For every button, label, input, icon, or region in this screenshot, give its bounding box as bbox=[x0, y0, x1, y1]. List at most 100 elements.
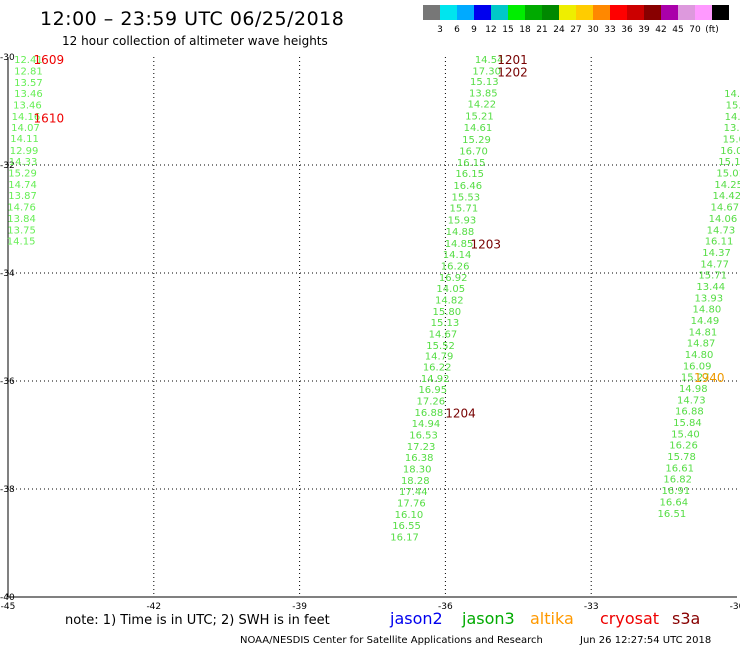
color-swatch bbox=[440, 5, 457, 20]
color-swatch bbox=[491, 5, 508, 20]
wave-height-value: 16.92 bbox=[439, 273, 468, 284]
wave-height-value: 17.44 bbox=[399, 487, 428, 498]
latitude-tick-label: -34 bbox=[0, 269, 15, 279]
page-title: 12:00 – 23:59 UTC 06/25/2018 bbox=[40, 8, 345, 30]
color-scale-label: 42 bbox=[655, 25, 667, 35]
color-swatch bbox=[542, 5, 559, 20]
color-scale-label: (ft) bbox=[705, 25, 719, 35]
wave-height-map: -45 -42 -39 -36 -33 -30 -30 -32 -34 -36 -38 -40 12.4… bbox=[0, 53, 740, 610]
wave-height-value: 14.88 bbox=[446, 227, 475, 238]
latitude-tick-label: -32 bbox=[0, 161, 15, 171]
wave-height-value: 14.94 bbox=[412, 419, 441, 430]
satellite-jason2: jason2 bbox=[390, 609, 443, 628]
wave-height-value: 14.33 bbox=[9, 157, 38, 168]
wave-height-value: 16.26 bbox=[441, 261, 470, 272]
wave-height-value: 15.52 bbox=[426, 341, 455, 352]
wave-height-value: 14.25 bbox=[714, 180, 740, 191]
color-swatch bbox=[559, 5, 576, 20]
wave-height-value: 16.11 bbox=[705, 237, 734, 248]
satellite-cryosat: cryosat bbox=[600, 609, 660, 628]
latitude-tick-label: -36 bbox=[0, 377, 15, 387]
wave-height-value: 16.88 bbox=[675, 407, 704, 418]
wave-height-value: 14.06 bbox=[709, 214, 738, 225]
wave-height-value: 16.17 bbox=[390, 533, 419, 544]
wave-height-value: 14.73 bbox=[677, 395, 706, 406]
wave-height-value: 14.14 bbox=[443, 250, 472, 261]
pass-time-label: 1202 bbox=[497, 66, 528, 80]
color-scale-label: 45 bbox=[672, 25, 684, 35]
wave-height-value: 13.46 bbox=[14, 89, 43, 100]
wave-height-value: 17.76 bbox=[397, 499, 426, 510]
wave-height-value: 15.01 bbox=[716, 169, 740, 180]
pass-time-label: 1940 bbox=[694, 371, 725, 385]
color-scale-label: 39 bbox=[638, 25, 650, 35]
wave-height-value: 14.22 bbox=[468, 99, 497, 110]
satellite-jason3: jason3 bbox=[462, 609, 515, 628]
wave-height-value: 16.15 bbox=[455, 169, 484, 180]
wave-height-value: 18.28 bbox=[401, 476, 430, 487]
wave-height-value: 15.71 bbox=[698, 271, 727, 282]
wave-height-value: 16.46 bbox=[453, 181, 482, 192]
wave-height-value: 17.30 bbox=[472, 67, 501, 78]
wave-height-value: 13.93 bbox=[694, 293, 723, 304]
color-scale-label: 21 bbox=[536, 25, 548, 35]
wave-height-value: 15.08 bbox=[723, 135, 740, 146]
page-subtitle: 12 hour collection of altimeter wave hei… bbox=[62, 34, 328, 48]
color-swatch bbox=[525, 5, 542, 20]
pass-time-label: 1610 bbox=[34, 111, 65, 125]
color-scale-label: 30 bbox=[587, 25, 599, 35]
pass-time-label: 1203 bbox=[470, 237, 501, 251]
wave-height-value: 14.81 bbox=[689, 327, 718, 338]
wave-height-value: 15.29 bbox=[8, 169, 37, 180]
wave-height-value: 15.84 bbox=[673, 418, 702, 429]
wave-height-value: 13.97 bbox=[724, 123, 740, 134]
color-swatch bbox=[474, 5, 491, 20]
credit-line: NOAA/NESDIS Center for Satellite Applica… bbox=[240, 635, 543, 646]
wave-height-value: 14.85 bbox=[445, 239, 474, 250]
wave-height-value: 13.46 bbox=[13, 101, 42, 112]
wave-height-value: 14.74 bbox=[8, 180, 37, 191]
longitude-tick-label: -39 bbox=[292, 602, 307, 610]
wave-height-value: 16.51 bbox=[658, 509, 687, 520]
pass-time-label: 1201 bbox=[497, 53, 528, 67]
longitude-tick-label: -42 bbox=[146, 602, 161, 610]
color-scale-label: 18 bbox=[519, 25, 531, 35]
wave-height-value: 16.26 bbox=[669, 441, 698, 452]
wave-height-value: 16.09 bbox=[683, 361, 712, 372]
color-scale-label: 36 bbox=[621, 25, 633, 35]
wave-height-value: 15.40 bbox=[671, 429, 700, 440]
wave-height-value: 16.03 bbox=[720, 146, 740, 157]
wave-height-value: 16.82 bbox=[663, 475, 692, 486]
longitude-tick-label: -45 bbox=[1, 602, 16, 610]
satellite-altika: altika bbox=[530, 609, 574, 628]
wave-height-value: 14.11 bbox=[10, 134, 39, 145]
longitude-tick-label: -36 bbox=[438, 602, 453, 610]
wave-height-value: 14.82 bbox=[435, 295, 464, 306]
wave-height-value: 12.99 bbox=[10, 146, 39, 157]
wave-height-value: 14.77 bbox=[700, 259, 729, 270]
wave-height-value: 12.81 bbox=[14, 67, 43, 78]
wave-height-value: 15.71 bbox=[450, 204, 479, 215]
wave-height-value: 14.15 bbox=[7, 237, 36, 248]
wave-height-value: 14.61 bbox=[464, 123, 493, 134]
wave-height-value: 13.57 bbox=[14, 78, 43, 89]
wave-height-value: 14.05 bbox=[436, 284, 465, 295]
wave-height-value: 17.23 bbox=[407, 442, 436, 453]
color-scale-label: 70 bbox=[689, 25, 701, 35]
wave-height-value: 15.13 bbox=[431, 318, 460, 329]
wave-height-value: 12.41 bbox=[14, 55, 43, 66]
wave-height-value: 17.26 bbox=[416, 396, 445, 407]
color-scale-label: 33 bbox=[604, 25, 616, 35]
wave-height-value: 15.29 bbox=[462, 135, 491, 146]
wave-height-value: 14.34 bbox=[725, 112, 740, 123]
wave-height-value: 15.93 bbox=[448, 216, 477, 227]
color-scale-label: 12 bbox=[485, 25, 497, 35]
latitude-tick-label: -30 bbox=[0, 53, 15, 63]
wave-height-value: 16.10 bbox=[395, 510, 424, 521]
wave-height-value: 18.30 bbox=[403, 464, 432, 475]
pass-time-label: 1204 bbox=[445, 406, 476, 420]
color-swatch bbox=[508, 5, 525, 20]
wave-height-value: 15.14 bbox=[726, 101, 740, 112]
wave-height-value: 16.15 bbox=[457, 158, 486, 169]
color-scale-label: 9 bbox=[471, 25, 477, 35]
